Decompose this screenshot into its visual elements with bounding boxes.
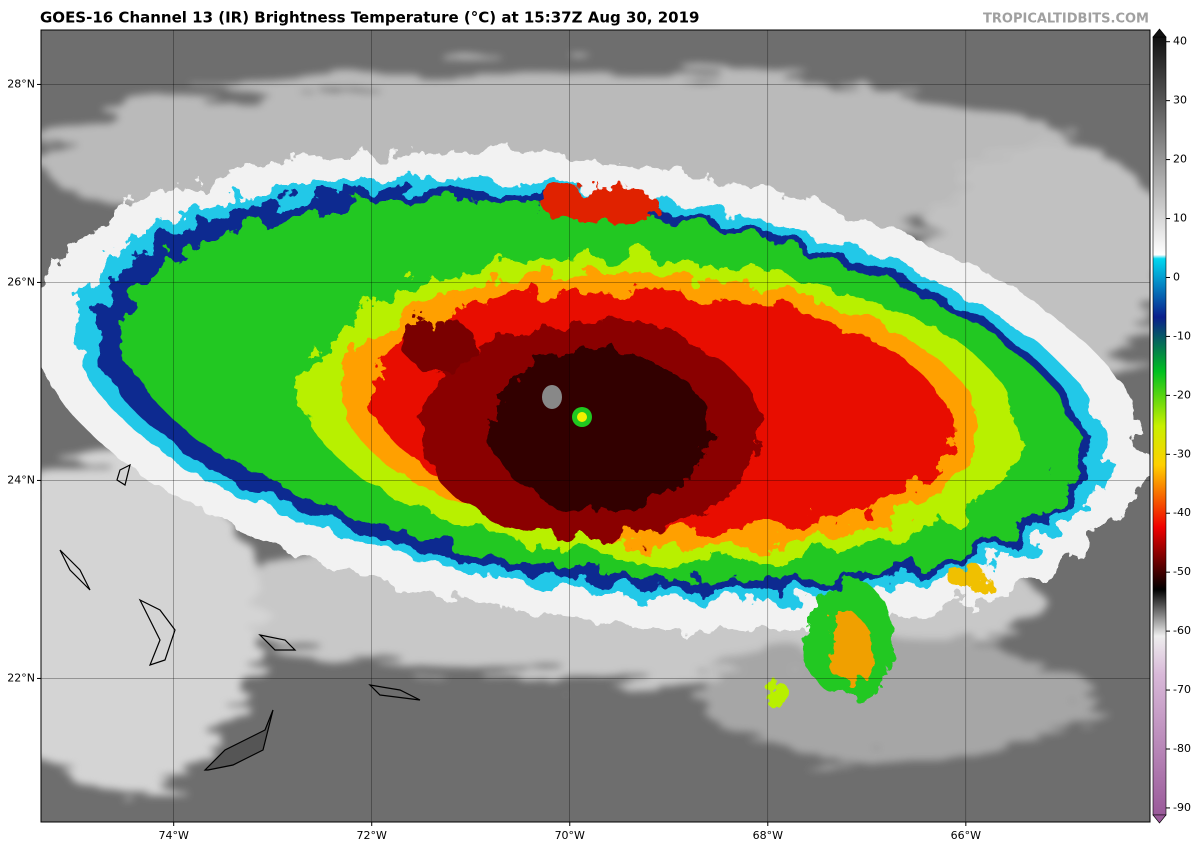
x-tick-label: 74°W: [158, 829, 188, 842]
x-tick-label: 68°W: [753, 829, 783, 842]
colorbar-tick-label: 30: [1173, 94, 1187, 107]
colorbar-arrow: [1152, 28, 1167, 38]
y-tick-label: 28°N: [7, 77, 35, 90]
colorbar-tick-label: -80: [1173, 742, 1191, 755]
colorbar-tick-label: 20: [1173, 153, 1187, 166]
colorbar-tick-label: 10: [1173, 212, 1187, 225]
colorbar-tick-label: -60: [1173, 624, 1191, 637]
map-frame: [40, 29, 1151, 823]
colorbar-tick-label: 0: [1173, 270, 1180, 283]
y-tick-label: 22°N: [7, 671, 35, 684]
colorbar-tick-label: -50: [1173, 565, 1191, 578]
colorbar: [1152, 36, 1167, 816]
colorbar-tick-label: -40: [1173, 506, 1191, 519]
title: GOES-16 Channel 13 (IR) Brightness Tempe…: [40, 9, 700, 27]
y-tick-label: 24°N: [7, 473, 35, 486]
y-tick-label: 26°N: [7, 275, 35, 288]
x-tick-label: 66°W: [951, 829, 981, 842]
colorbar-tick-label: -10: [1173, 329, 1191, 342]
x-tick-label: 70°W: [555, 829, 585, 842]
credit: TROPICALTIDBITS.COM: [983, 12, 1149, 27]
colorbar-tick-label: 40: [1173, 35, 1187, 48]
satellite-image: [41, 30, 1150, 822]
colorbar-tick-label: -70: [1173, 683, 1191, 696]
x-tick-label: 72°W: [357, 829, 387, 842]
colorbar-arrow: [1152, 814, 1167, 824]
colorbar-tick-label: -20: [1173, 388, 1191, 401]
colorbar-tick-label: -30: [1173, 447, 1191, 460]
colorbar-tick-label: -90: [1173, 801, 1191, 814]
